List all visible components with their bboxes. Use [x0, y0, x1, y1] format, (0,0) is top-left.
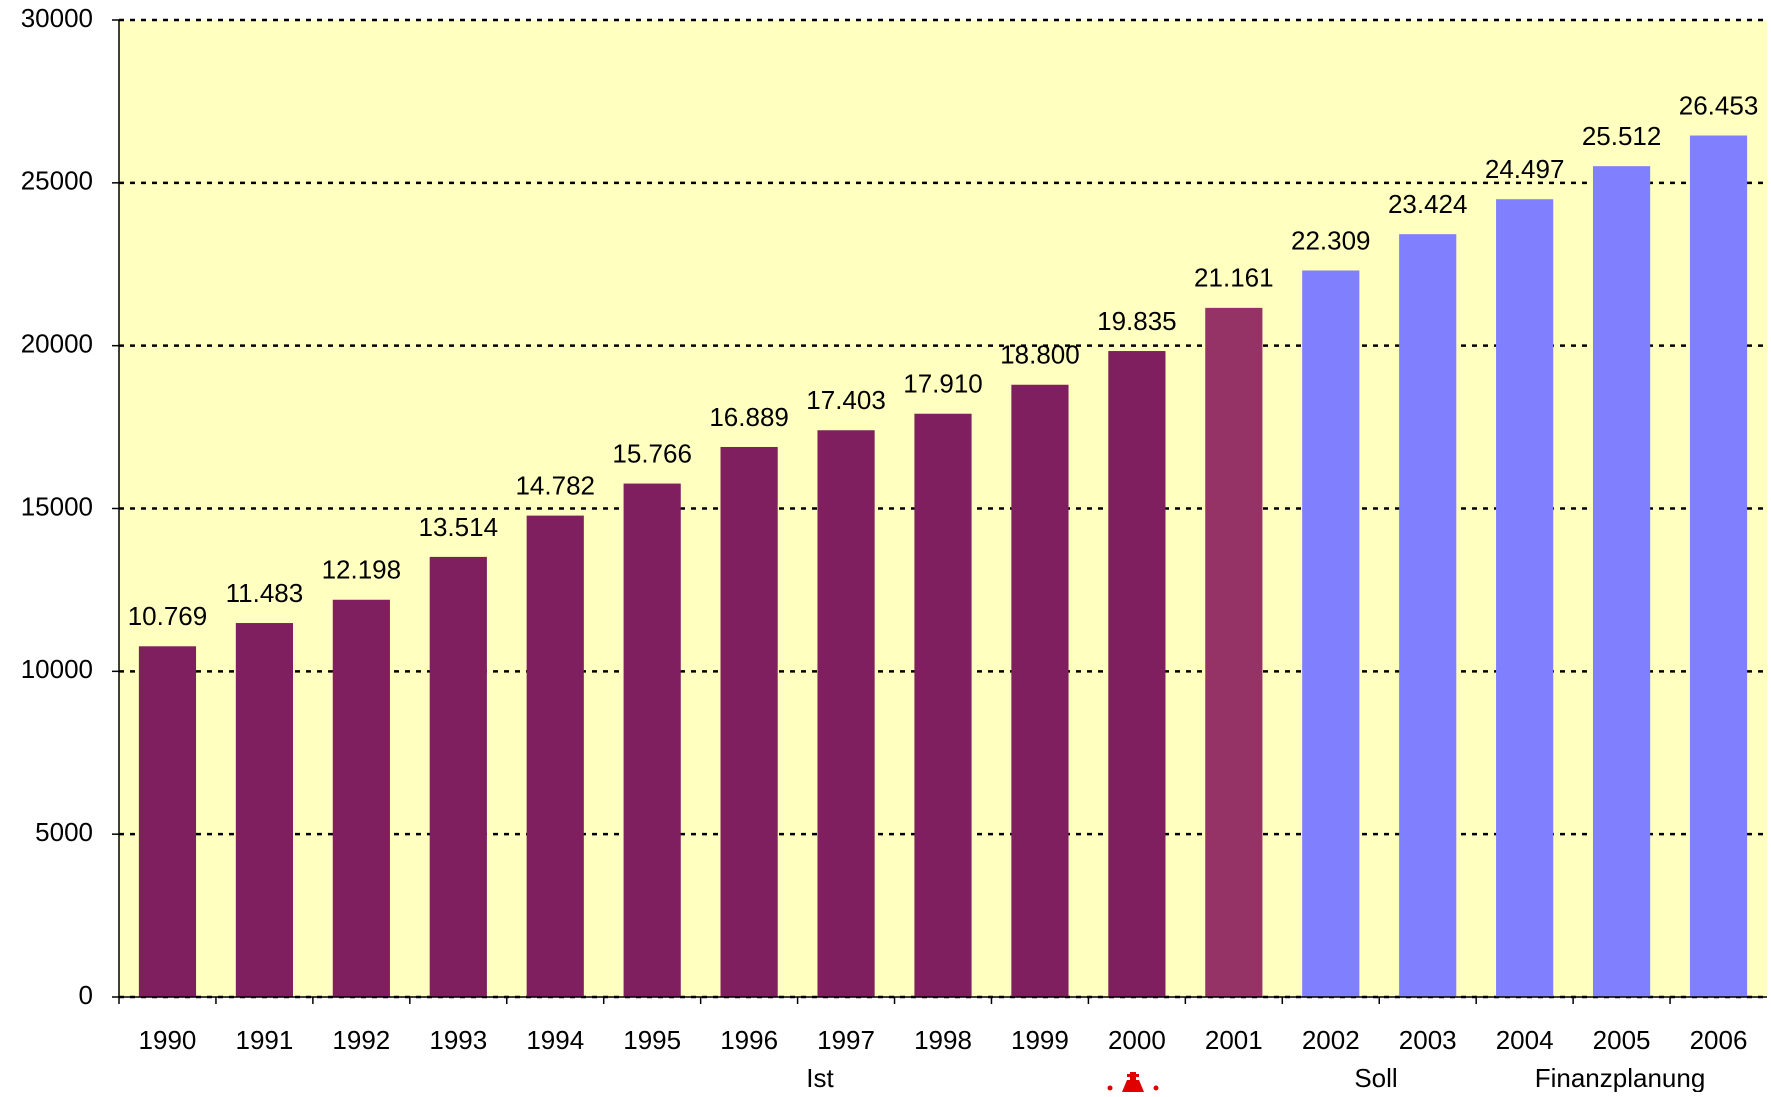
x-tick-label: 2003 — [1399, 1025, 1457, 1055]
x-tick-label: 2006 — [1690, 1025, 1748, 1055]
y-tick-label: 10000 — [21, 654, 93, 684]
value-label: 18.800 — [1000, 340, 1080, 370]
value-label: 23.424 — [1388, 189, 1468, 219]
icon — [1107, 1072, 1159, 1092]
bar — [1108, 351, 1166, 997]
bar — [1496, 199, 1554, 998]
x-tick-label: 1995 — [623, 1025, 681, 1055]
x-tick-label: 1997 — [817, 1025, 875, 1055]
y-tick-label: 5000 — [35, 817, 93, 847]
bar — [1011, 384, 1069, 997]
x-tick-label: 1990 — [139, 1025, 197, 1055]
x-tick-label: 1994 — [526, 1025, 584, 1055]
value-label: 22.309 — [1291, 225, 1371, 255]
value-label: 17.403 — [806, 385, 886, 415]
bar — [332, 599, 390, 997]
x-tick-label: 1993 — [429, 1025, 487, 1055]
x-tick-label: 1992 — [332, 1025, 390, 1055]
value-label: 16.889 — [709, 402, 789, 432]
value-label: 12.198 — [322, 555, 402, 585]
bar — [138, 646, 197, 997]
x-tick-label: 2005 — [1593, 1025, 1651, 1055]
value-label: 17.910 — [903, 369, 983, 399]
x-tick-label: 1999 — [1011, 1025, 1069, 1055]
value-label: 24.497 — [1485, 154, 1565, 184]
bar — [1399, 234, 1457, 998]
value-label: 19.835 — [1097, 306, 1177, 336]
group-label: Ist — [806, 1063, 834, 1092]
bar — [817, 430, 875, 997]
x-tick-label: 1998 — [914, 1025, 972, 1055]
bar — [1592, 166, 1651, 998]
x-tick-label: 1996 — [720, 1025, 778, 1055]
value-label: 14.782 — [515, 470, 595, 500]
x-tick-label: 2002 — [1302, 1025, 1360, 1055]
value-label: 15.766 — [612, 438, 692, 468]
bar — [1689, 135, 1748, 997]
bar — [526, 515, 584, 997]
y-tick-label: 30000 — [21, 3, 93, 33]
value-label: 21.161 — [1194, 263, 1274, 293]
bar — [914, 413, 972, 998]
x-tick-label: 2000 — [1108, 1025, 1166, 1055]
value-label: 10.769 — [128, 601, 208, 631]
group-label: Finanzplanung — [1535, 1063, 1706, 1092]
group-label: Soll — [1354, 1063, 1397, 1092]
value-label: 25.512 — [1582, 121, 1662, 151]
y-tick-label: 15000 — [21, 491, 93, 521]
y-tick-label: 0 — [79, 980, 93, 1010]
x-tick-label: 2004 — [1496, 1025, 1554, 1055]
bar — [623, 483, 681, 997]
value-label: 11.483 — [226, 578, 304, 608]
bar — [429, 556, 487, 997]
x-tick-label: 2001 — [1205, 1025, 1263, 1055]
y-tick-label: 20000 — [21, 329, 93, 359]
x-tick-label: 1991 — [235, 1025, 293, 1055]
bar — [1302, 270, 1360, 998]
bar — [235, 623, 294, 997]
y-tick-label: 25000 — [21, 166, 93, 196]
bar — [720, 446, 778, 997]
value-label: 26.453 — [1679, 90, 1759, 120]
value-label: 13.514 — [419, 512, 499, 542]
bar — [1205, 307, 1263, 997]
